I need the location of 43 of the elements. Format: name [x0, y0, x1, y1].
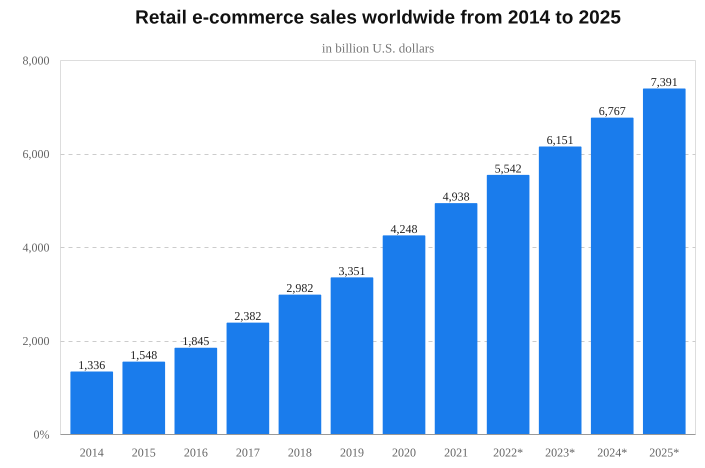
bar — [122, 362, 166, 434]
data-label: 1,548 — [130, 348, 158, 362]
bar — [642, 88, 686, 434]
y-tick-label: 4,000 — [22, 240, 50, 254]
data-label: 6,767 — [598, 104, 626, 118]
data-label: 2,382 — [234, 309, 262, 324]
y-tick-label: 0% — [34, 428, 50, 442]
y-tick-label: 8,000 — [22, 54, 50, 68]
bar — [330, 277, 374, 434]
x-tick-label: 2022* — [493, 446, 524, 460]
x-tick-label: 2018 — [288, 446, 312, 460]
bar — [590, 118, 634, 434]
data-label: 6,151 — [546, 132, 574, 147]
y-tick-label: 6,000 — [22, 147, 50, 161]
x-tick-label: 2016 — [184, 446, 208, 460]
bar — [174, 348, 218, 434]
bar — [538, 146, 582, 434]
data-label: 2,982 — [286, 281, 314, 296]
bar — [486, 174, 530, 434]
data-label: 1,336 — [78, 358, 106, 372]
data-label: 5,542 — [494, 161, 522, 176]
x-tick-label: 2014 — [80, 446, 104, 460]
x-tick-label: 2025* — [649, 446, 680, 460]
x-tick-label: 2015 — [132, 446, 156, 460]
bar — [70, 372, 114, 434]
x-tick-label: 2019 — [340, 446, 364, 460]
data-label: 4,938 — [442, 190, 470, 204]
x-tick-label: 2021 — [444, 446, 468, 460]
chart-title: Retail e-commerce sales worldwide from 2014 to 2025 — [135, 8, 622, 28]
bar — [226, 322, 270, 434]
x-tick-label: 2024* — [597, 446, 628, 460]
x-tick-label: 2017 — [236, 446, 260, 460]
data-label: 7,391 — [650, 74, 678, 89]
x-tick-label: 2023* — [545, 446, 576, 460]
data-label: 3,351 — [338, 264, 366, 278]
data-label: 4,248 — [390, 222, 418, 236]
chart-subtitle: in billion U.S. dollars — [322, 40, 434, 56]
bar — [278, 294, 322, 434]
bar — [434, 203, 478, 434]
bar — [382, 235, 426, 434]
data-label: 1,845 — [182, 334, 210, 348]
y-tick-label: 2,000 — [22, 334, 50, 348]
x-tick-label: 2020 — [392, 446, 416, 460]
